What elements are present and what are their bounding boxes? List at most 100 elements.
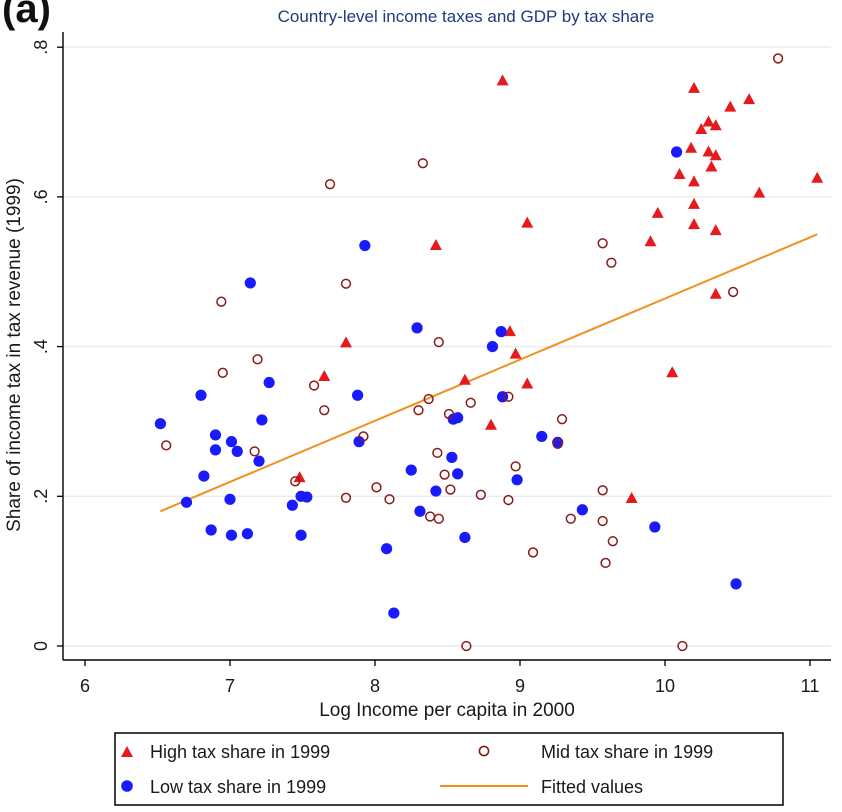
y-tick-label-1: .2 [31, 489, 51, 504]
data-point [340, 336, 352, 348]
data-point [709, 119, 722, 131]
data-point [433, 336, 444, 348]
data-point [486, 341, 499, 353]
data-point [509, 347, 522, 359]
data-point [209, 444, 222, 456]
axes [57, 32, 831, 666]
data-point [730, 578, 742, 590]
data-point [606, 257, 617, 268]
data-point [625, 492, 638, 504]
data-point [340, 492, 352, 503]
data-point [359, 239, 371, 252]
data-point [161, 440, 172, 451]
data-point [249, 446, 260, 457]
data-point [521, 377, 534, 389]
data-point [371, 482, 382, 493]
data-point [688, 197, 700, 209]
data-point [225, 529, 238, 541]
x-tick-label-0: 6 [80, 676, 90, 696]
data-point [430, 485, 442, 497]
data-point [709, 149, 722, 161]
data-point [452, 468, 464, 480]
data-point [724, 100, 737, 112]
x-tick-label-2: 8 [370, 676, 380, 696]
legend-fit-label: Fitted values [541, 777, 643, 797]
data-point [443, 408, 455, 420]
data-point [429, 239, 442, 251]
data-point [496, 74, 509, 86]
data-point [459, 531, 471, 544]
data-point [452, 412, 464, 424]
data-point [536, 430, 548, 443]
data-point [253, 455, 265, 467]
data-point [217, 367, 228, 378]
data-point [340, 278, 352, 289]
data-point [461, 640, 472, 652]
data-point [224, 493, 236, 505]
data-point [688, 218, 700, 230]
data-point [673, 167, 686, 179]
data-point [728, 286, 739, 298]
data-point [432, 447, 443, 459]
data-point [381, 543, 393, 555]
chart-title: Country-level income taxes and GDP by ta… [278, 7, 655, 26]
data-point [295, 529, 307, 541]
legend-low-label: Low tax share in 1999 [150, 777, 326, 797]
data-point [252, 354, 263, 365]
legend-mid-marker [478, 745, 490, 757]
data-point [510, 461, 521, 472]
data-point [503, 391, 514, 402]
data-point [702, 145, 715, 157]
x-axis-label: Log Income per capita in 2000 [319, 700, 575, 721]
data-point [565, 513, 576, 524]
data-point [576, 504, 588, 516]
y-tick-label-4: .8 [31, 40, 51, 55]
data-point [433, 513, 444, 524]
data-point [216, 296, 227, 307]
data-point [511, 474, 523, 486]
data-point [301, 491, 313, 503]
data-point [241, 528, 253, 540]
data-point [503, 325, 516, 337]
data-point [666, 366, 679, 378]
data-point [709, 287, 722, 299]
y-tick-label-2: .4 [31, 339, 51, 354]
data-point [154, 418, 166, 430]
data-point [772, 53, 784, 64]
data-point [495, 326, 507, 338]
data-point [743, 93, 756, 105]
data-point [503, 494, 514, 506]
data-point [597, 515, 608, 527]
data-point [308, 380, 320, 391]
data-point [209, 429, 222, 441]
data-point [358, 431, 369, 442]
data-point [688, 81, 700, 93]
data-point [423, 393, 434, 405]
data-point [475, 489, 487, 500]
data-point [607, 536, 618, 547]
fitted-line [160, 233, 818, 513]
data-point [458, 373, 471, 385]
data-point [671, 146, 683, 158]
data-point [424, 511, 436, 522]
y-tick-label-3: .6 [31, 189, 51, 204]
data-point [685, 141, 698, 153]
data-point [651, 206, 664, 218]
data-point [695, 123, 708, 135]
legend-low-marker [121, 780, 133, 792]
data-point [180, 496, 193, 508]
data-point [677, 640, 688, 652]
data-point [318, 370, 331, 382]
data-point [600, 557, 611, 569]
data-point [811, 171, 824, 183]
data-point [353, 436, 365, 448]
data-points [154, 53, 824, 652]
legend-high-label: High tax share in 1999 [150, 742, 330, 762]
data-point [293, 471, 306, 483]
data-point [388, 607, 400, 619]
data-point [527, 547, 539, 558]
data-point [556, 414, 568, 425]
data-point [417, 158, 429, 169]
fitted-line-layer [160, 233, 818, 513]
